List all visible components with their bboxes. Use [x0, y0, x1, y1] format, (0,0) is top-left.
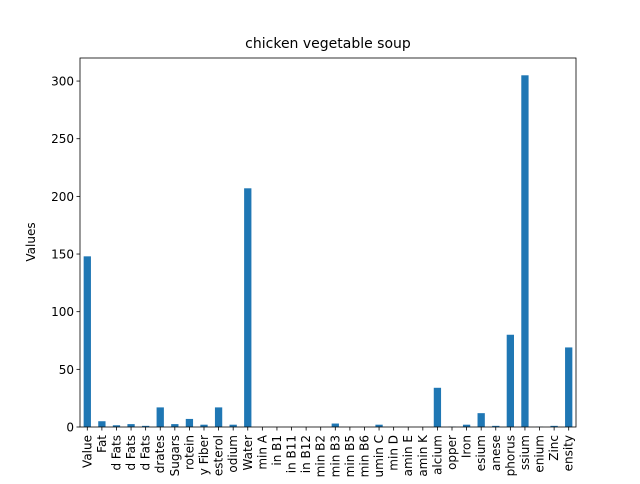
- x-tick-label: odium: [226, 435, 240, 473]
- x-tick-label: in B1: [270, 435, 284, 466]
- x-tick-label: rotein: [182, 435, 196, 470]
- x-tick-label: min B3: [328, 435, 342, 477]
- x-tick-label: Zinc: [547, 435, 561, 461]
- x-tick-label: d Fats: [124, 435, 138, 471]
- bar: [127, 424, 134, 427]
- y-tick-label: 0: [66, 421, 74, 435]
- x-tick-label: phorus: [503, 435, 517, 476]
- bar: [434, 388, 441, 427]
- x-tick-label: Fat: [95, 435, 109, 453]
- x-tick-label: enium: [533, 435, 547, 473]
- x-tick-label: anese: [489, 435, 503, 471]
- y-tick-label: 150: [51, 248, 74, 262]
- y-tick-label: 200: [51, 190, 74, 204]
- x-tick-label: esium: [474, 435, 488, 471]
- x-tick-label: amin E: [401, 435, 415, 476]
- bar: [507, 335, 514, 427]
- x-tick-label: ssium: [518, 435, 532, 470]
- x-tick-label: in B12: [299, 435, 313, 473]
- x-tick-label: Iron: [460, 435, 474, 458]
- x-tick-label: ensity: [562, 435, 576, 471]
- bar: [157, 407, 164, 427]
- x-tick-label: Value: [80, 435, 94, 468]
- x-tick-label: y Fiber: [197, 435, 211, 475]
- x-tick-label: Sugars: [168, 435, 182, 476]
- bar: [171, 424, 178, 427]
- x-tick-label: in B11: [285, 435, 299, 473]
- x-tick-label: min A: [255, 434, 269, 469]
- x-tick-label: alcium: [430, 435, 444, 475]
- y-tick-label: 300: [51, 75, 74, 89]
- bar: [521, 75, 528, 427]
- x-tick-label: min B2: [314, 435, 328, 477]
- bar: [84, 256, 91, 427]
- bar: [478, 413, 485, 427]
- x-tick-label: esterol: [212, 435, 226, 476]
- x-tick-label: d Fats: [109, 435, 123, 471]
- x-tick-label: min B6: [357, 435, 371, 477]
- bar: [98, 421, 105, 427]
- y-axis-label: Values: [24, 222, 38, 261]
- x-tick-label: d Fats: [139, 435, 153, 471]
- chart-title: chicken vegetable soup: [245, 36, 411, 52]
- x-tick-label: opper: [445, 435, 459, 470]
- x-tick-label: min B5: [343, 435, 357, 477]
- x-tick-label: umin C: [372, 435, 386, 477]
- x-tick-label: drates: [153, 435, 167, 473]
- bar: [244, 188, 251, 427]
- y-tick-label: 250: [51, 132, 74, 146]
- y-tick-label: 50: [59, 363, 74, 377]
- bar: [215, 407, 222, 427]
- bar: [186, 419, 193, 427]
- y-tick-label: 100: [51, 305, 74, 319]
- x-tick-label: Water: [241, 435, 255, 471]
- bar: [332, 424, 339, 427]
- bar: [565, 347, 572, 427]
- x-tick-label: min D: [387, 435, 401, 471]
- x-tick-label: amin K: [416, 434, 430, 477]
